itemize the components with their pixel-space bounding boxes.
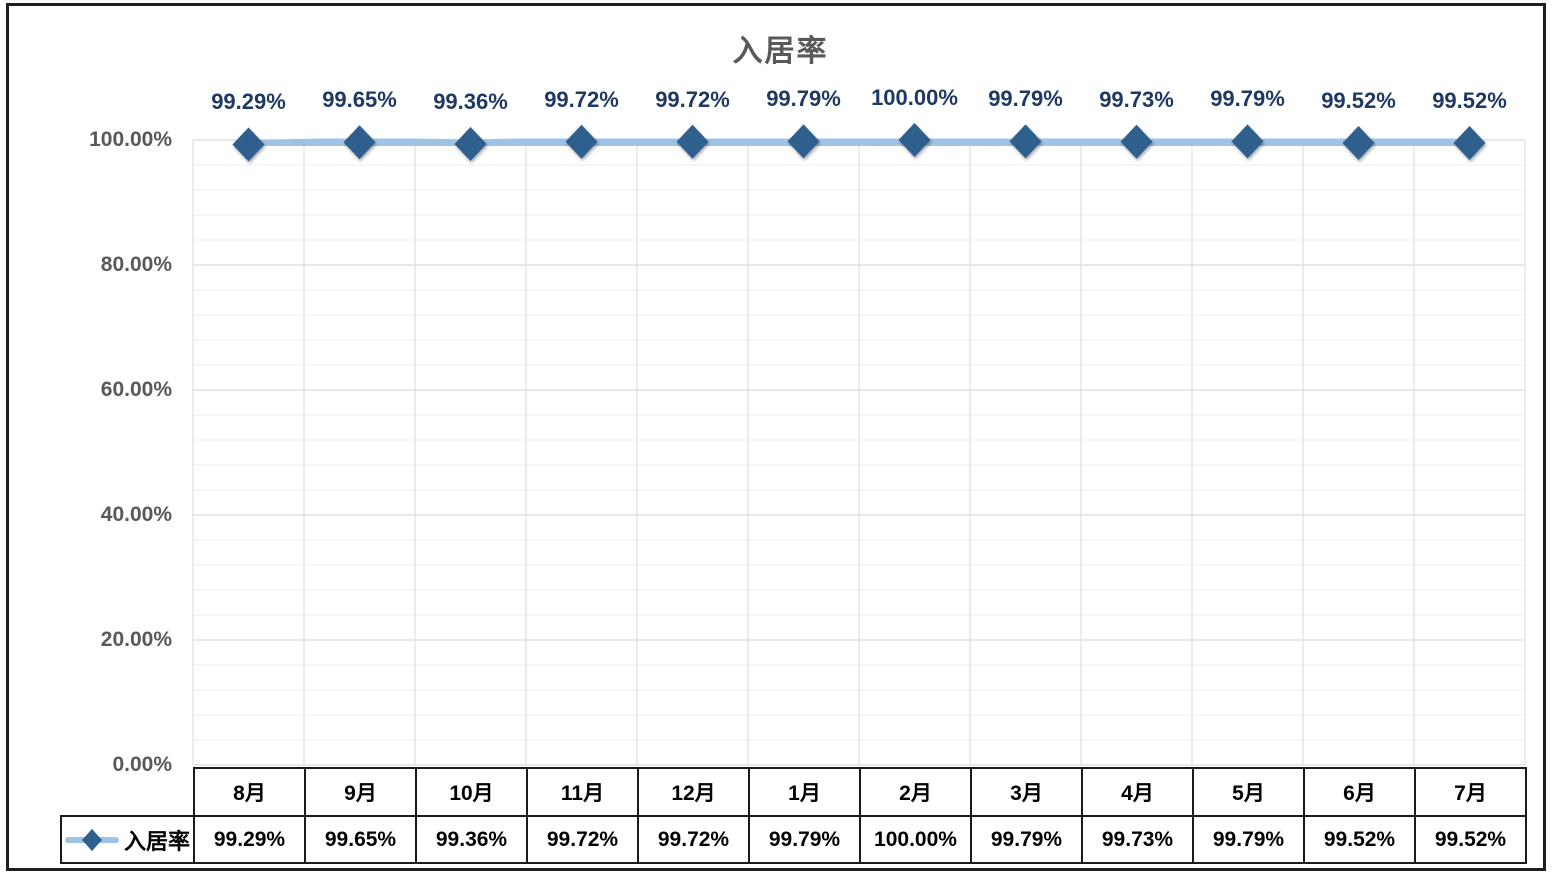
data-label: 99.52% xyxy=(1321,88,1396,113)
table-header-cell: 2月 xyxy=(859,767,972,817)
data-label: 99.79% xyxy=(1210,86,1285,112)
table-spacer-cell xyxy=(61,768,194,816)
data-table: 8月 9月 10月 11月 12月 1月 2月 3月 4月 5月 6月 7月 入… xyxy=(60,767,1527,864)
legend-label: 入居率 xyxy=(123,828,190,854)
table-value-cell: 99.79% xyxy=(1192,815,1305,864)
data-label: 99.79% xyxy=(766,86,841,112)
y-axis-tick-label: 40.00% xyxy=(100,503,172,526)
legend-cell: 入居率 xyxy=(60,815,195,864)
table-value-cell: 99.29% xyxy=(193,815,306,864)
table-value-cell: 99.79% xyxy=(970,815,1083,864)
y-axis-tick-label: 100.00% xyxy=(89,128,172,151)
table-value-cell: 99.73% xyxy=(1081,815,1194,864)
table-value-cell: 99.52% xyxy=(1303,815,1416,864)
table-header-cell: 12月 xyxy=(637,767,750,817)
data-label: 99.65% xyxy=(322,87,397,113)
table-value-cell: 99.72% xyxy=(526,815,639,864)
data-label: 99.29% xyxy=(211,89,286,115)
chart-title: 入居率 xyxy=(732,35,829,68)
table-header-cell: 11月 xyxy=(526,767,639,817)
data-label: 99.52% xyxy=(1432,88,1507,113)
data-label: 99.72% xyxy=(655,86,730,112)
table-header-row: 8月 9月 10月 11月 12月 1月 2月 3月 4月 5月 6月 7月 xyxy=(61,767,1527,817)
table-header-cell: 6月 xyxy=(1303,767,1416,817)
table-value-cell: 99.52% xyxy=(1414,815,1527,864)
table-value-cell: 99.65% xyxy=(304,815,417,864)
table-header-cell: 1月 xyxy=(748,767,861,817)
table-header-cell: 9月 xyxy=(304,767,417,817)
table-header-cell: 5月 xyxy=(1192,767,1305,817)
data-label: 100.00% xyxy=(871,85,958,110)
data-label: 99.73% xyxy=(1099,86,1174,112)
table-value-cell: 99.36% xyxy=(415,815,528,864)
table-header-cell: 7月 xyxy=(1414,767,1527,817)
table-value-cell: 99.79% xyxy=(748,815,861,864)
y-axis-tick-label: 0.00% xyxy=(112,753,172,776)
y-axis-tick-label: 60.00% xyxy=(100,378,172,401)
table-value-cell: 99.72% xyxy=(637,815,750,864)
table-value-row: 入居率 99.29% 99.65% 99.36% 99.72% 99.72% 9… xyxy=(60,815,1527,864)
table-header-cell: 10月 xyxy=(415,767,528,817)
data-label: 99.36% xyxy=(433,89,508,114)
data-label: 99.79% xyxy=(988,86,1063,112)
table-header-cell: 4月 xyxy=(1081,767,1194,817)
table-header-cell: 8月 xyxy=(193,767,306,817)
y-axis-tick-label: 20.00% xyxy=(100,628,172,651)
table-header-cell: 3月 xyxy=(970,767,1083,817)
data-label: 99.72% xyxy=(544,86,619,112)
legend-series-marker-icon xyxy=(64,828,119,851)
table-value-cell: 100.00% xyxy=(859,815,972,864)
y-axis-tick-label: 80.00% xyxy=(100,253,172,276)
